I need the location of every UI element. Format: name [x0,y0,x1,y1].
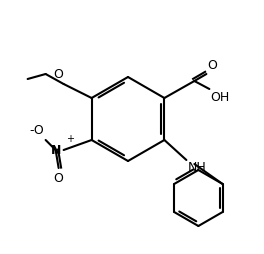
Text: +: + [66,134,74,144]
Text: N: N [51,144,62,156]
Text: NH: NH [187,161,206,174]
Text: O: O [54,172,64,185]
Text: -O: -O [29,124,44,137]
Text: OH: OH [210,91,230,104]
Text: O: O [208,59,217,72]
Text: O: O [53,68,63,81]
